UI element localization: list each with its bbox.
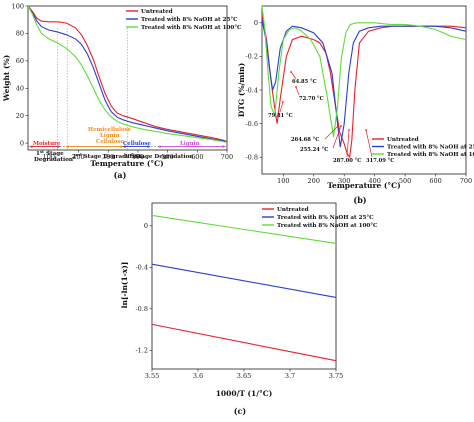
panel-a-label: (a) xyxy=(114,170,127,180)
panel-a-xtick-label: 100 xyxy=(43,153,55,161)
panel-b-annotation-arrow xyxy=(279,101,284,113)
panel-c-series-line-1 xyxy=(151,263,337,298)
panel-a-frame xyxy=(27,5,228,151)
panel-c-legend-entry-1: Treated with 8% NaOH at 25°C xyxy=(277,215,374,221)
panel-c-ytick-label: -0.4 xyxy=(135,264,148,272)
panel-a: 100 200 300 400 500 600 700 0 20 40 60 80 100 Temper… xyxy=(2,2,242,180)
panel-b-xtick-label: 300 xyxy=(338,177,350,185)
panel-c-xtick-label: 3.7 xyxy=(285,372,295,380)
panel-a-region-label: Moisture xyxy=(33,141,61,147)
panel-c-legend-entry-0: Untreated xyxy=(277,207,309,213)
panel-b-annotation-label: 264.68 °C xyxy=(291,137,319,143)
panel-a-xtick-label: 200 xyxy=(72,153,84,161)
panel-b-annotation-label: 287.00 °C xyxy=(333,158,361,164)
panel-a-ytick-label: 80 xyxy=(16,30,24,38)
panel-b-xtick-label: 400 xyxy=(368,177,380,185)
panel-a-legend-entry-0: Untreated xyxy=(141,9,173,15)
panel-a-stage-label: Degradation xyxy=(34,157,73,163)
panel-a-series-line-0 xyxy=(27,5,228,143)
panel-b-ytick-label: -0.6 xyxy=(245,120,258,128)
panel-b-xtick-label: 100 xyxy=(277,177,289,185)
panel-a-xtick-label: 500 xyxy=(161,153,173,161)
panel-a-ytick-label: 40 xyxy=(16,85,24,93)
panel-b-ytick-label: 0 xyxy=(254,19,258,27)
panel-a-series-line-2 xyxy=(27,5,228,143)
panel-c-label: (c) xyxy=(234,406,247,416)
panel-c-xtick-label: 3.55 xyxy=(145,372,159,380)
panel-b-annotation-arrow xyxy=(295,86,300,96)
panel-b-annotation-arrow xyxy=(324,125,339,140)
panel-b-annotation-tip xyxy=(295,86,297,88)
panel-a-region-label: Cellulose xyxy=(123,141,151,147)
panel-b-annotation-arrow xyxy=(290,71,297,80)
panel-b-annotation-tip xyxy=(282,101,284,103)
panel-c-legend-entry-2: Treated with 8% NaOH at 100°C xyxy=(277,223,378,229)
panel-c-xtick-label: 3.65 xyxy=(237,372,251,380)
panel-b-series-line-1 xyxy=(261,19,467,148)
panel-b-xtick-label: 200 xyxy=(308,177,320,185)
panel-b-annotation-tip xyxy=(340,125,342,127)
panel-c-ytick-label: -0.8 xyxy=(135,305,148,313)
panel-b-annotation-tip xyxy=(348,129,350,131)
panel-b-annotation-label: 72.70 °C xyxy=(299,96,324,102)
panel-b-legend-entry-0: Untreated xyxy=(387,137,419,143)
panel-c-ytick-label: 0 xyxy=(144,222,148,230)
panel-c-series-line-2 xyxy=(151,214,337,245)
panel-b-ylabel: DTG (%/min) xyxy=(237,63,246,117)
panel-a-ylabel: Weight (%) xyxy=(2,55,11,102)
panel-b-xtick-label: 600 xyxy=(429,177,441,185)
panel-c: 3.55 3.6 3.65 3.7 3.75 0 -0.4 -0.8 -1.2 1000/T (… xyxy=(120,202,378,416)
panel-c-xtick-label: 3.6 xyxy=(193,372,203,380)
panel-b-xtick-label: 500 xyxy=(399,177,411,185)
panel-a-stage-label: 3rd Stage Degradation xyxy=(124,152,193,160)
panel-b: 100 200 300 400 500 600 700 0 -0.2 -0.4 -0.6 -0.8 T… xyxy=(237,5,474,205)
panel-a-xtick-label: 600 xyxy=(191,153,203,161)
panel-b-annotation-tip xyxy=(290,71,292,73)
panel-c-xtick-label: 3.75 xyxy=(329,372,343,380)
panel-b-ytick-label: -0.4 xyxy=(245,86,258,94)
panel-a-legend-entry-1: Treated with 8% NaOH at 25°C xyxy=(141,17,238,23)
panel-a-region-label: Lignin xyxy=(180,141,200,147)
panel-a-ytick-label: 0 xyxy=(20,139,24,147)
panel-a-region-label: Cellulose xyxy=(96,139,124,145)
panel-b-annotation-arrow xyxy=(346,129,350,158)
panel-b-series-line-0 xyxy=(261,14,467,159)
panel-b-xtick-label: 700 xyxy=(460,177,472,185)
panel-b-annotation-label: 79.81 °C xyxy=(268,113,293,119)
panel-a-xlabel: Temperature (°C) xyxy=(90,159,163,168)
panel-b-annotation-arrow xyxy=(365,129,373,158)
panel-a-ytick-label: 60 xyxy=(16,57,24,65)
panel-b-legend-entry-1: Treated with 8% NaOH at 25°C xyxy=(387,145,474,151)
panel-c-ytick-label: -1.2 xyxy=(135,347,148,355)
panel-a-legend-entry-2: Treated with 8% NaOH at 100°C xyxy=(141,25,242,31)
panel-a-stage-label: 2nd Stage Degradation xyxy=(72,152,142,160)
panel-c-series-line-0 xyxy=(151,323,337,362)
panel-a-region-label: Lignin xyxy=(100,133,120,139)
panel-b-annotation-label: 255.24 °C xyxy=(300,147,328,153)
panel-c-xlabel: 1000/T (1/°C) xyxy=(216,389,273,398)
panel-b-annotation-label: 317.09 °C xyxy=(366,158,394,164)
panel-a-ytick-label: 100 xyxy=(12,2,24,10)
panel-b-annotation-tip xyxy=(365,129,367,131)
panel-b-ytick-label: -0.8 xyxy=(245,154,258,162)
panel-b-legend-entry-2: Treated with 8% NaOH at 100°C xyxy=(387,152,474,158)
panel-a-xtick-label: 400 xyxy=(132,153,144,161)
panel-b-annotation-label: 64.85 °C xyxy=(292,79,317,85)
panel-b-xlabel: Temperature (°C) xyxy=(327,181,400,190)
panel-b-series-line-2 xyxy=(261,5,467,138)
panel-a-series-line-1 xyxy=(27,5,228,143)
panel-a-ytick-label: 20 xyxy=(16,112,24,120)
panel-a-xtick-label: 700 xyxy=(221,153,233,161)
panel-b-annotation-arrow xyxy=(332,125,342,149)
panel-b-label: (b) xyxy=(353,195,366,205)
panel-a-stage-label: 1st Stage xyxy=(36,149,64,157)
panel-a-region-label: Hemicellulose xyxy=(88,127,132,133)
panel-b-ytick-label: -0.2 xyxy=(245,53,258,61)
panel-a-xtick-label: 300 xyxy=(102,153,114,161)
panel-b-annotation-tip xyxy=(337,125,339,127)
panel-c-ylabel: ln[-ln(1-x)] xyxy=(120,262,129,309)
